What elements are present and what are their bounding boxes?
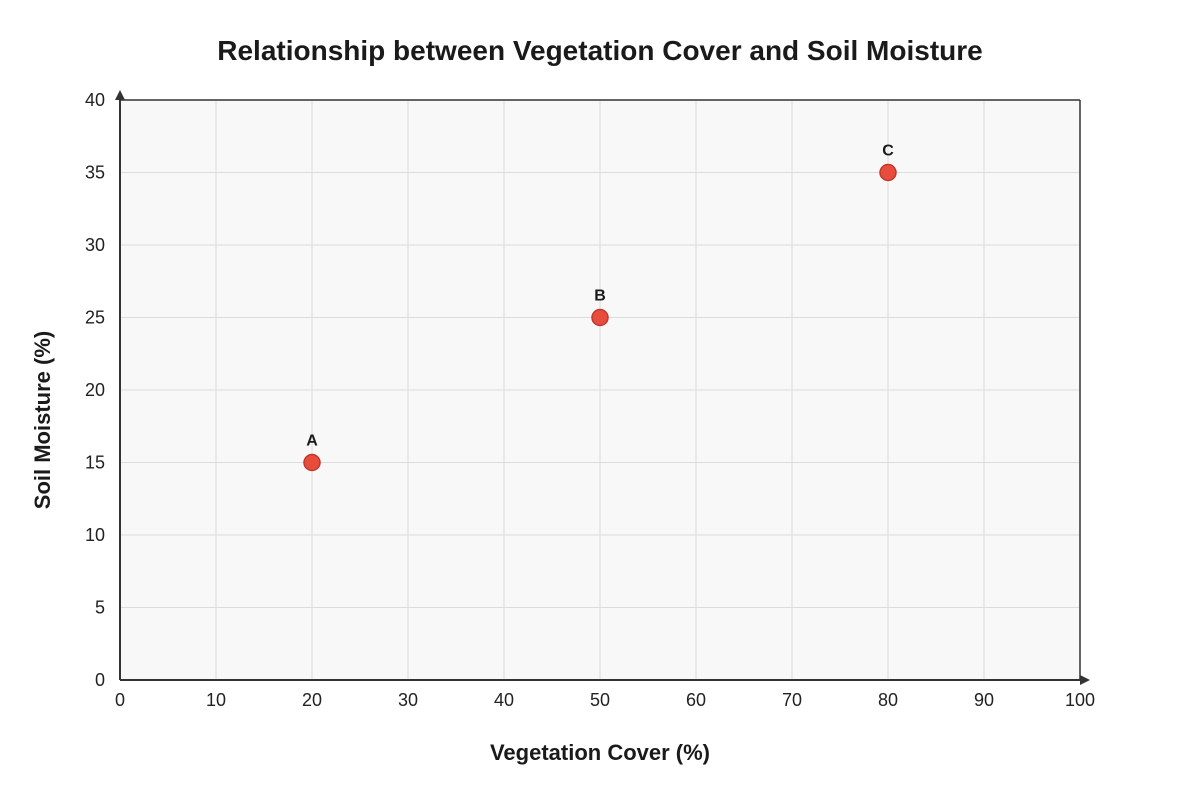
y-tick-label: 10 xyxy=(85,525,105,545)
x-tick-label: 20 xyxy=(302,690,322,710)
y-tick-label: 15 xyxy=(85,453,105,473)
x-tick-label: 50 xyxy=(590,690,610,710)
x-tick-label: 80 xyxy=(878,690,898,710)
x-tick-label: 30 xyxy=(398,690,418,710)
x-tick-label: 10 xyxy=(206,690,226,710)
x-tick-label: 60 xyxy=(686,690,706,710)
y-tick-label: 25 xyxy=(85,308,105,328)
data-point-A: A xyxy=(303,433,321,472)
y-tick-label: 5 xyxy=(95,598,105,618)
y-axis-arrow-icon xyxy=(115,90,125,100)
point-label: C xyxy=(882,143,894,160)
y-tick-label: 40 xyxy=(85,90,105,110)
x-axis-arrow-icon xyxy=(1080,675,1090,685)
x-axis-label: Vegetation Cover (%) xyxy=(490,740,710,765)
x-tick-label: 0 xyxy=(115,690,125,710)
y-tick-label: 30 xyxy=(85,235,105,255)
y-tick-label: 20 xyxy=(85,380,105,400)
data-point-B: B xyxy=(591,288,609,327)
y-tick-label: 0 xyxy=(95,670,105,690)
scatter-point xyxy=(303,453,321,472)
x-tick-label: 90 xyxy=(974,690,994,710)
point-label: B xyxy=(594,288,606,305)
scatter-point xyxy=(591,308,609,327)
y-tick-label: 35 xyxy=(85,163,105,183)
y-axis-label: Soil Moisture (%) xyxy=(30,331,55,509)
point-label: A xyxy=(306,433,318,450)
scatter-point xyxy=(879,163,897,182)
tick-labels: 0 10 20 30 40 50 60 70 80 90 100 0 5 10 15 20 25 30 35 40 xyxy=(85,90,1095,710)
axes xyxy=(115,90,1090,685)
data-point-C: C xyxy=(879,143,897,182)
x-tick-label: 70 xyxy=(782,690,802,710)
x-tick-label: 40 xyxy=(494,690,514,710)
data-points: A B C xyxy=(303,143,897,472)
chart-title: Relationship between Vegetation Cover an… xyxy=(217,35,982,66)
x-tick-label: 100 xyxy=(1065,690,1095,710)
